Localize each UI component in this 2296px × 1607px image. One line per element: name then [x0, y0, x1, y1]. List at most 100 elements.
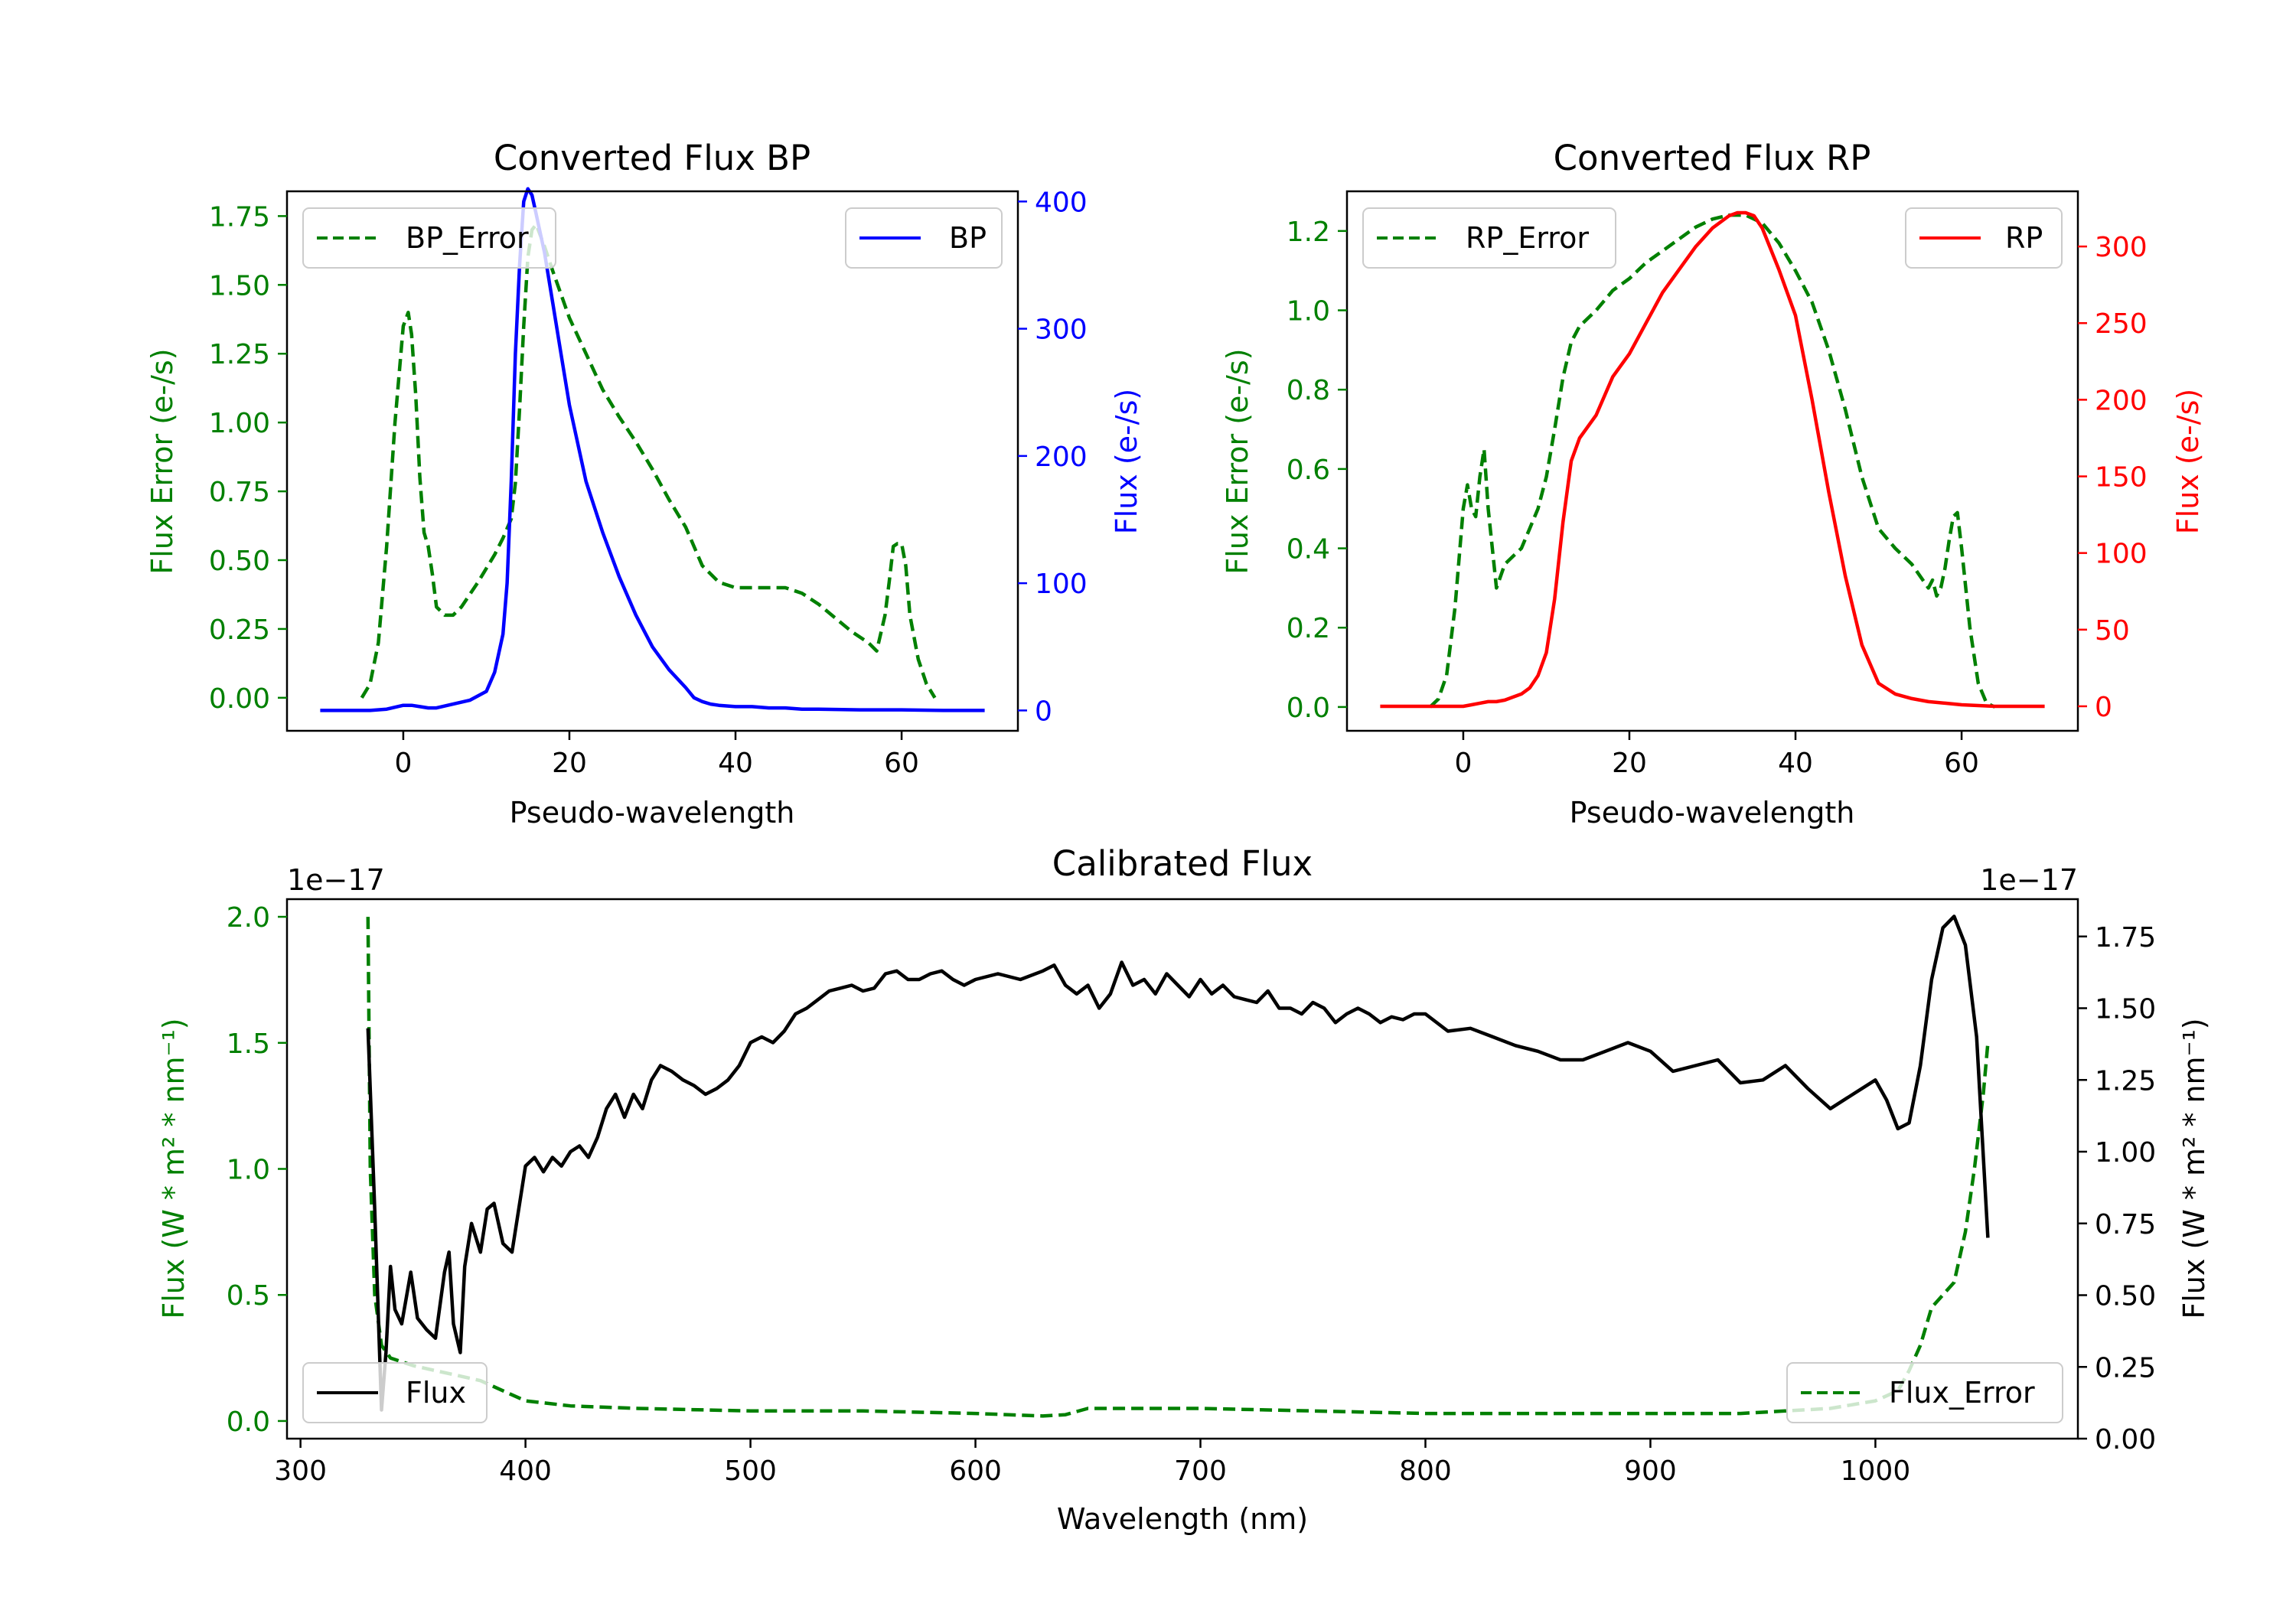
y-left-ticks: 0.0 0.2 0.4 0.6 0.8 1.0 1.2	[1287, 217, 1347, 724]
y-left-tick-label: 1.2	[1287, 217, 1330, 248]
y-right-tick-label: 1.25	[2095, 1065, 2156, 1097]
panel-title: Calibrated Flux	[1052, 843, 1313, 884]
y-right-tick-label: 1.00	[2095, 1137, 2156, 1169]
series-line-rp	[1380, 210, 2045, 709]
panel-rp: Converted Flux RP 0 20 40 60 0.00.20.40.60.…	[1221, 138, 2205, 830]
x-tick-label: 0	[394, 748, 412, 779]
series-line-flux	[366, 914, 1990, 1412]
y-left-axis-label: Flux Error (e-/s)	[1221, 348, 1254, 574]
y-right-tick-label: 0.00	[2095, 1424, 2156, 1455]
y-left-tick-label: 0.4	[1287, 534, 1330, 566]
y-left-tick-label: 1.00	[209, 408, 270, 439]
y-right-axis-label: Flux (e-/s)	[1110, 389, 1143, 534]
axes-frame	[1345, 190, 2079, 732]
y-right-tick-label: 150	[2095, 462, 2148, 494]
y-left-tick-label: 1.50	[209, 270, 270, 302]
legend-right: BP	[845, 207, 1003, 269]
y-right-axis-label: Flux (W * m² * nm⁻¹)	[2177, 1018, 2211, 1319]
y-right-tick-label: 400	[1035, 187, 1088, 218]
x-tick-label: 1000	[1841, 1455, 1911, 1487]
y-right-tick-label: 50	[2095, 615, 2130, 647]
legend-right: RP	[1905, 207, 2063, 269]
legend-box	[302, 207, 556, 269]
y-left-tick-label: 0.25	[209, 614, 270, 646]
legend-right: Flux_Error	[1786, 1362, 2063, 1423]
legend-box	[302, 1362, 488, 1423]
x-ticks: 0 20 40 60	[394, 731, 919, 779]
y-left-tick-label: 0.0	[227, 1407, 270, 1438]
y-left-tick-label: 1.75	[209, 201, 270, 233]
y-left-tick-label: 0.00	[209, 683, 270, 715]
axes-frame	[285, 190, 1019, 732]
series-line-bp-error	[360, 222, 937, 699]
y-left-tick-label: 0.5	[227, 1280, 270, 1312]
y-right-tick-label: 250	[2095, 308, 2148, 340]
x-tick-label: 300	[274, 1455, 327, 1487]
legend-label: BP_Error	[406, 221, 529, 255]
y-right-tick-label: 100	[2095, 539, 2148, 570]
x-tick-label: 20	[552, 748, 587, 779]
y-right-tick-label: 100	[1035, 569, 1088, 600]
legend-label: BP	[949, 221, 987, 255]
legend-left: BP_Error	[302, 207, 556, 269]
y-left-tick-label: 1.0	[1287, 296, 1330, 328]
y-left-tick-label: 1.25	[209, 339, 270, 370]
panel-bp: Converted Flux BP 0 20 40 60 0.000.250.500.…	[145, 138, 1143, 830]
y-right-tick-label: 0	[2095, 692, 2112, 723]
y-right-tick-label: 300	[1035, 315, 1088, 346]
y-right-tick-label: 200	[1035, 442, 1088, 473]
x-tick-label: 500	[724, 1455, 777, 1487]
y-right-ticks: 0 100 200 300 400	[1018, 187, 1088, 727]
y-left-tick-label: 2.0	[227, 902, 270, 934]
x-tick-label: 60	[884, 748, 919, 779]
y-right-tick-label: 300	[2095, 232, 2148, 263]
series-line-rp-error	[1428, 213, 1996, 709]
panel-calibrated: Calibrated Flux 1e−17 1e−17 300 400 500 600…	[157, 843, 2211, 1536]
x-tick-label: 0	[1454, 748, 1472, 779]
series-group	[1380, 210, 2045, 709]
panel-title: Converted Flux RP	[1554, 138, 1871, 178]
x-axis-label: Pseudo-wavelength	[510, 796, 795, 830]
x-tick-label: 700	[1174, 1455, 1227, 1487]
x-tick-label: 600	[949, 1455, 1002, 1487]
legend-label: Flux	[406, 1376, 466, 1410]
y-left-ticks: 0.00 0.25 0.50 0.75 1.00 1.25 1.50 1.75	[209, 201, 287, 715]
x-tick-label: 60	[1944, 748, 1979, 779]
y-left-tick-label: 0.6	[1287, 455, 1330, 486]
y-right-ticks: 0 50 100 150 200 250 300	[2078, 232, 2148, 723]
legend-label: RP	[2005, 221, 2043, 255]
series-group	[366, 914, 1990, 1418]
y-left-tick-label: 0.75	[209, 477, 270, 508]
y-right-ticks: 0.00 0.25 0.50 0.75 1.00 1.25 1.50 1.75	[2078, 922, 2156, 1455]
x-tick-label: 400	[499, 1455, 552, 1487]
x-axis-label: Wavelength (nm)	[1057, 1502, 1308, 1536]
y-left-tick-label: 0.2	[1287, 613, 1330, 644]
y-left-tick-label: 1.0	[227, 1155, 270, 1186]
y-right-tick-label: 1.75	[2095, 922, 2156, 953]
legend-box	[1905, 207, 2063, 269]
y-right-axis-label: Flux (e-/s)	[2171, 389, 2205, 534]
x-axis-label: Pseudo-wavelength	[1570, 796, 1855, 830]
y-left-offset-label: 1e−17	[287, 863, 385, 897]
legend-box	[1362, 207, 1616, 269]
y-left-axis-label: Flux (W * m² * nm⁻¹)	[157, 1018, 191, 1319]
x-ticks: 0 20 40 60	[1454, 731, 1979, 779]
legend-label: Flux_Error	[1889, 1376, 2035, 1410]
y-right-tick-label: 200	[2095, 385, 2148, 416]
y-right-tick-label: 0.25	[2095, 1352, 2156, 1384]
y-left-tick-label: 0.0	[1287, 693, 1330, 724]
y-left-tick-label: 0.50	[209, 546, 270, 577]
y-left-tick-label: 0.8	[1287, 375, 1330, 406]
series-line-bp	[320, 187, 985, 712]
x-tick-label: 20	[1612, 748, 1647, 779]
legend-box	[1786, 1362, 2063, 1423]
x-tick-label: 800	[1399, 1455, 1452, 1487]
y-right-offset-label: 1e−17	[1980, 863, 2078, 897]
y-right-tick-label: 0.50	[2095, 1281, 2156, 1312]
y-left-axis-label: Flux Error (e-/s)	[145, 348, 179, 574]
y-right-tick-label: 0	[1035, 696, 1052, 727]
panel-title: Converted Flux BP	[494, 138, 810, 178]
legend-left: RP_Error	[1362, 207, 1616, 269]
series-group	[320, 187, 985, 712]
series-line-flux-error	[366, 917, 1990, 1418]
